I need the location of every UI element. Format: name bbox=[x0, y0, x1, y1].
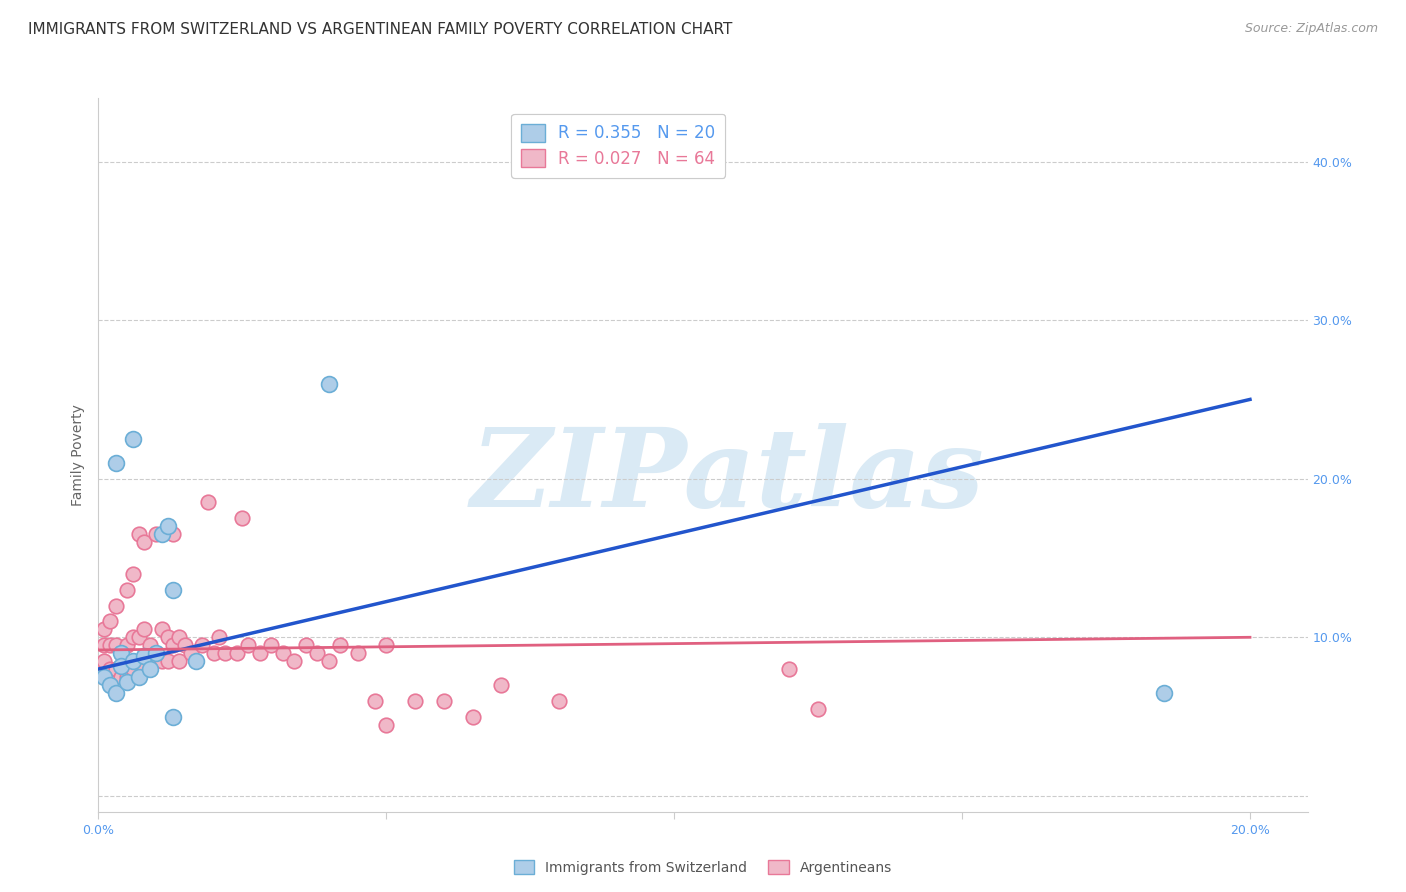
Point bbox=[150, 654, 173, 668]
Point bbox=[329, 638, 352, 652]
Point bbox=[433, 694, 456, 708]
Point bbox=[283, 654, 305, 668]
Point bbox=[139, 638, 162, 652]
Y-axis label: Family Poverty: Family Poverty bbox=[72, 404, 86, 506]
Point bbox=[294, 638, 316, 652]
Point bbox=[139, 654, 162, 668]
Point bbox=[231, 511, 253, 525]
Point bbox=[162, 638, 184, 652]
Point bbox=[346, 646, 368, 660]
Point bbox=[156, 654, 179, 668]
Point bbox=[162, 527, 184, 541]
Point bbox=[208, 630, 231, 644]
Point bbox=[110, 670, 132, 684]
Point bbox=[162, 582, 184, 597]
Point bbox=[93, 670, 115, 684]
Point bbox=[491, 678, 513, 692]
Point bbox=[778, 662, 800, 676]
Point bbox=[807, 701, 830, 715]
Point bbox=[128, 670, 150, 684]
Point bbox=[156, 630, 179, 644]
Legend: Immigrants from Switzerland, Argentineans: Immigrants from Switzerland, Argentinean… bbox=[508, 855, 898, 880]
Point bbox=[145, 646, 167, 660]
Point bbox=[122, 432, 145, 446]
Point bbox=[236, 638, 259, 652]
Point bbox=[122, 630, 145, 644]
Point bbox=[115, 638, 138, 652]
Point bbox=[375, 717, 398, 731]
Point bbox=[167, 630, 190, 644]
Point bbox=[548, 694, 571, 708]
Point bbox=[98, 615, 121, 629]
Point bbox=[110, 658, 132, 673]
Point bbox=[104, 599, 127, 613]
Point bbox=[364, 694, 387, 708]
Point bbox=[145, 646, 167, 660]
Point bbox=[318, 654, 340, 668]
Point bbox=[122, 654, 145, 668]
Point bbox=[98, 678, 121, 692]
Point bbox=[134, 649, 156, 664]
Point bbox=[260, 638, 283, 652]
Point bbox=[134, 535, 156, 549]
Point bbox=[167, 654, 190, 668]
Point bbox=[110, 646, 132, 660]
Point bbox=[214, 646, 236, 660]
Point bbox=[115, 582, 138, 597]
Point bbox=[115, 674, 138, 689]
Point bbox=[93, 623, 115, 637]
Legend: R = 0.355   N = 20, R = 0.027   N = 64: R = 0.355 N = 20, R = 0.027 N = 64 bbox=[512, 113, 725, 178]
Point bbox=[122, 566, 145, 581]
Text: ZIPatlas: ZIPatlas bbox=[470, 423, 984, 530]
Point bbox=[145, 527, 167, 541]
Point bbox=[318, 376, 340, 391]
Point bbox=[98, 662, 121, 676]
Point bbox=[93, 654, 115, 668]
Point bbox=[186, 654, 208, 668]
Point bbox=[461, 709, 484, 723]
Point bbox=[186, 654, 208, 668]
Point bbox=[225, 646, 247, 660]
Point bbox=[93, 638, 115, 652]
Point bbox=[150, 527, 173, 541]
Point bbox=[191, 638, 214, 652]
Point bbox=[110, 646, 132, 660]
Point bbox=[128, 527, 150, 541]
Point bbox=[173, 638, 195, 652]
Point bbox=[150, 623, 173, 637]
Point bbox=[249, 646, 271, 660]
Point bbox=[202, 646, 225, 660]
Point bbox=[197, 495, 219, 509]
Text: IMMIGRANTS FROM SWITZERLAND VS ARGENTINEAN FAMILY POVERTY CORRELATION CHART: IMMIGRANTS FROM SWITZERLAND VS ARGENTINE… bbox=[28, 22, 733, 37]
Point bbox=[404, 694, 426, 708]
Point bbox=[104, 456, 127, 470]
Point bbox=[180, 646, 202, 660]
Point bbox=[134, 662, 156, 676]
Point bbox=[104, 686, 127, 700]
Point bbox=[115, 670, 138, 684]
Point bbox=[1153, 686, 1175, 700]
Point bbox=[162, 709, 184, 723]
Point bbox=[139, 662, 162, 676]
Point bbox=[104, 662, 127, 676]
Point bbox=[134, 623, 156, 637]
Point bbox=[307, 646, 329, 660]
Point bbox=[375, 638, 398, 652]
Point bbox=[122, 662, 145, 676]
Text: Source: ZipAtlas.com: Source: ZipAtlas.com bbox=[1244, 22, 1378, 36]
Point bbox=[156, 519, 179, 533]
Point bbox=[128, 630, 150, 644]
Point bbox=[104, 638, 127, 652]
Point bbox=[98, 638, 121, 652]
Point bbox=[271, 646, 294, 660]
